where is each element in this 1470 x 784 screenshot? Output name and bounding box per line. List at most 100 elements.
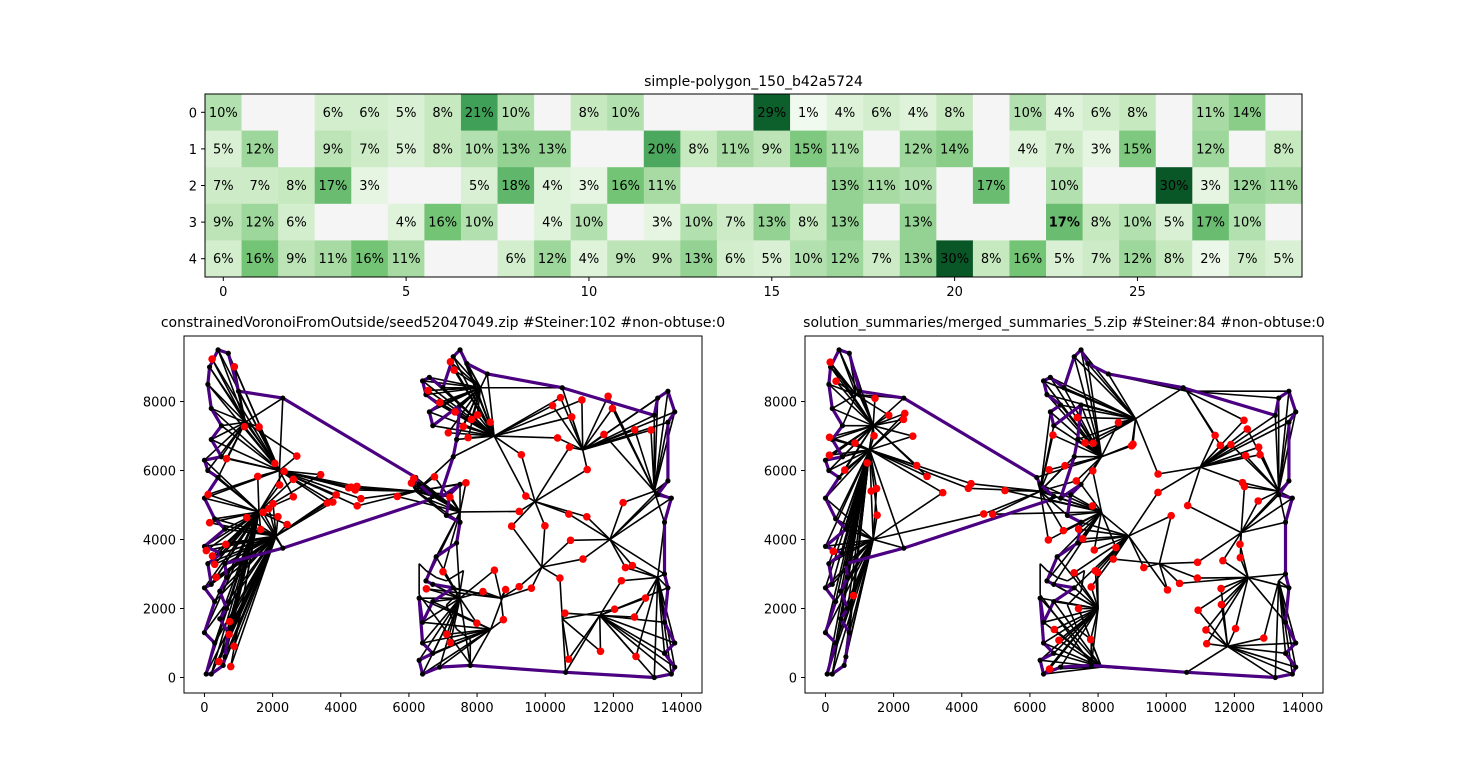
- heatmap-cell-label: 7%: [871, 252, 892, 267]
- heatmap-cell: [753, 130, 791, 168]
- mesh-edge: [210, 407, 246, 423]
- polygon-vertex: [1040, 671, 1047, 677]
- heatmap-cell-label: 12%: [245, 216, 274, 231]
- steiner-point: [1088, 467, 1097, 475]
- heatmap-cell-label: 12%: [1233, 179, 1262, 194]
- heatmap-cell: [936, 167, 974, 205]
- heatmap-cell-label: 5%: [761, 252, 782, 267]
- polygon-vertex: [655, 492, 661, 498]
- polygon-vertex: [1071, 454, 1077, 460]
- heatmap-cell-label: 11%: [392, 252, 421, 267]
- heatmap-cell-label: 10%: [1233, 216, 1262, 231]
- mesh-edge: [1077, 535, 1129, 544]
- heatmap-cell: [1082, 130, 1120, 168]
- mesh-edge: [1220, 576, 1249, 590]
- heatmap-cell-label: 3%: [1200, 179, 1221, 194]
- heatmap-cell: [205, 167, 242, 205]
- steiner-point: [499, 615, 508, 624]
- steiner-point: [467, 415, 476, 424]
- polygon-vertex: [843, 526, 849, 532]
- polygon-vertex: [839, 454, 846, 460]
- heatmap-cell-label: 13%: [684, 252, 713, 267]
- y-tick-label: 2: [189, 180, 197, 195]
- mesh-edge: [872, 538, 905, 549]
- steiner-point: [610, 605, 619, 614]
- polygon-vertex: [1075, 540, 1081, 546]
- mesh-edge: [262, 511, 277, 537]
- steiner-point: [230, 362, 239, 371]
- heatmap-cell: [1265, 94, 1303, 131]
- mesh-edge: [582, 538, 611, 560]
- polygon-vertex: [1282, 571, 1289, 577]
- heatmap-cell-label: 6%: [1091, 106, 1112, 121]
- steiner-point: [825, 451, 834, 460]
- heatmap-cell: [460, 94, 498, 131]
- steiner-point: [1163, 586, 1172, 594]
- mesh-edge: [227, 511, 260, 633]
- heatmap-cell: [205, 94, 242, 131]
- steiner-point: [561, 609, 569, 617]
- mesh-edge: [397, 495, 461, 513]
- steiner-point: [1112, 543, 1120, 552]
- mesh-edge: [203, 511, 260, 633]
- mesh-edge: [1091, 470, 1103, 513]
- heatmap-cell: [351, 203, 389, 241]
- heatmap-cell-label: 8%: [1127, 106, 1148, 121]
- polygon-vertex: [423, 578, 429, 584]
- polygon-vertex: [1286, 388, 1292, 394]
- heatmap-cell: [1009, 240, 1047, 278]
- heatmap-cell: [570, 130, 608, 168]
- polygon-vertex: [450, 585, 456, 591]
- mesh-edge: [224, 535, 277, 658]
- mesh-edge: [1227, 645, 1286, 655]
- mesh-edge: [1080, 570, 1086, 592]
- steiner-point: [619, 498, 627, 507]
- heatmap-cell: [753, 94, 791, 131]
- polygon-vertex: [218, 550, 225, 556]
- mesh-edge: [493, 416, 572, 437]
- mesh-edge: [1004, 489, 1041, 493]
- heatmap-cell-label: 4%: [579, 252, 600, 267]
- polygon-vertex: [443, 512, 450, 518]
- mesh-edge: [1080, 483, 1103, 513]
- heatmap-cell: [1046, 94, 1083, 131]
- heatmap-cell: [460, 203, 498, 241]
- heatmap-cell: [278, 130, 316, 168]
- polygon-vertex: [1272, 674, 1278, 681]
- mesh-edge: [1186, 390, 1245, 421]
- mesh-edge: [1066, 604, 1079, 630]
- mesh-edge: [599, 614, 672, 675]
- polygon-vertex: [205, 467, 211, 474]
- heatmap-cell: [241, 203, 279, 241]
- polygon-vertex: [457, 519, 463, 525]
- mesh-edge: [1053, 607, 1099, 631]
- steiner-point: [269, 499, 277, 508]
- polygon-vertex: [1044, 578, 1050, 584]
- steiner-point: [515, 582, 523, 591]
- heatmap-cell-label: 9%: [652, 252, 673, 267]
- mesh-edge: [582, 414, 655, 451]
- steiner-point: [527, 584, 536, 592]
- polygon-vertex: [563, 669, 569, 675]
- mesh-edge: [541, 558, 584, 568]
- heatmap-cell-label: 12%: [1196, 142, 1225, 157]
- mesh-edge: [459, 387, 482, 406]
- heatmap-cell-label: 13%: [830, 216, 859, 231]
- mesh-edge: [1073, 535, 1130, 574]
- polygon-vertex: [220, 662, 226, 669]
- polygon-boundary: [823, 348, 1056, 676]
- steiner-point: [630, 613, 639, 621]
- heatmap-cell-label: 5%: [396, 142, 417, 157]
- steiner-point: [1088, 502, 1097, 510]
- polygon-vertex: [843, 654, 849, 660]
- mesh-edge: [244, 397, 284, 423]
- polygon-vertex: [1047, 409, 1053, 415]
- heatmap-cell-label: 6%: [506, 252, 527, 267]
- steiner-point: [583, 465, 592, 474]
- heatmap-cell: [278, 167, 316, 205]
- polygon-vertex: [1276, 492, 1282, 498]
- polygon-vertex: [419, 378, 426, 384]
- heatmap-cell-label: 13%: [904, 252, 933, 267]
- polygon-vertex: [826, 561, 832, 567]
